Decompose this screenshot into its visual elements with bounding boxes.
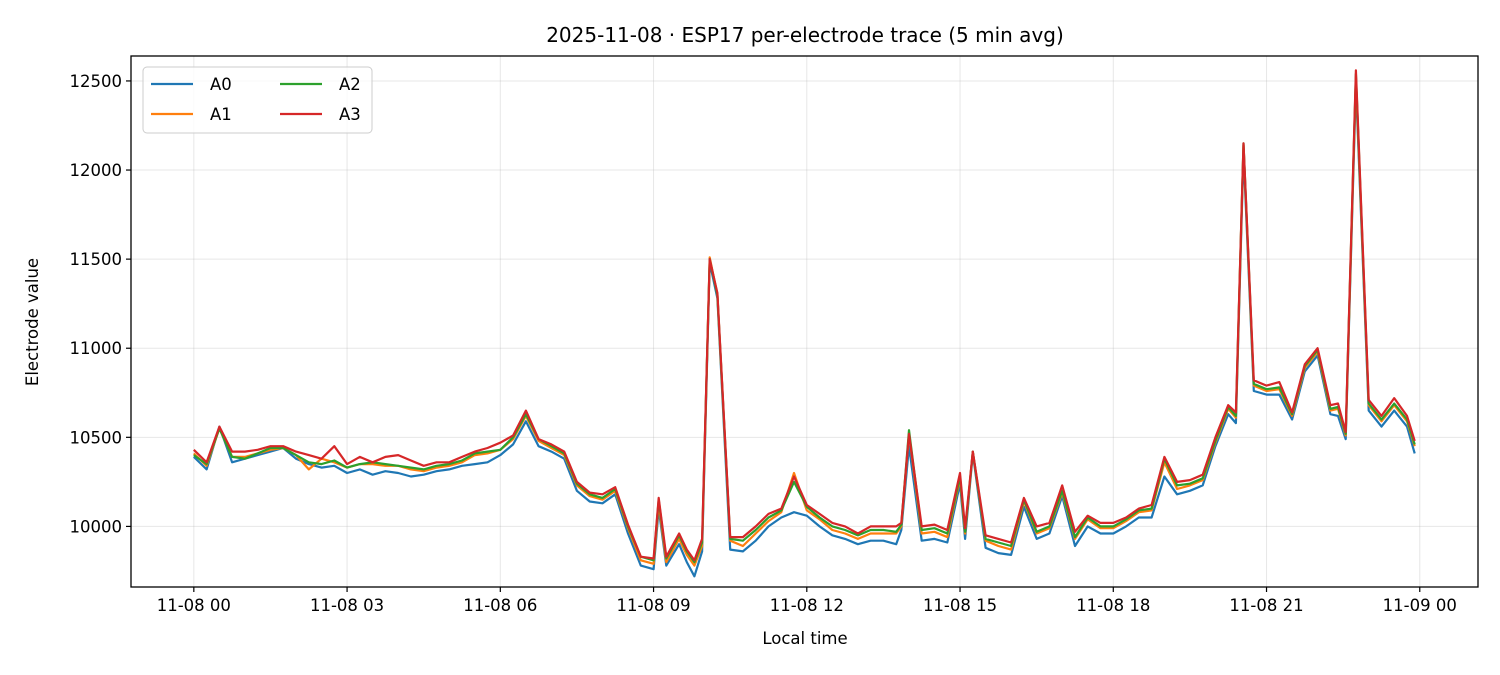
- x-axis-label: Local time: [762, 629, 847, 648]
- y-tick-label: 10500: [70, 428, 123, 447]
- plot-area-frame: [130, 55, 1479, 588]
- chart-title: 2025-11-08 · ESP17 per-electrode trace (…: [546, 23, 1064, 47]
- y-axis-label: Electrode value: [23, 258, 42, 386]
- x-axis-ticks: 11-08 00 11-08 03 11-08 06 11-08 09 11-08 12…: [157, 587, 1457, 615]
- series-line-a0: [193, 83, 1416, 578]
- y-tick-label: 11500: [70, 250, 123, 269]
- grid-lines: [131, 56, 1478, 587]
- y-tick-label: 10000: [70, 517, 123, 536]
- x-tick-label: 11-08 12: [770, 596, 844, 615]
- x-tick-label: 11-08 00: [157, 596, 231, 615]
- x-tick-label: 11-08 03: [310, 596, 384, 615]
- x-tick-label: 11-08 21: [1229, 596, 1303, 615]
- series-line-a3: [193, 69, 1416, 562]
- y-tick-label: 12500: [70, 72, 123, 91]
- x-tick-label: 11-09 00: [1383, 596, 1457, 615]
- x-tick-label: 11-08 06: [463, 596, 537, 615]
- legend-label-a0: A0: [210, 75, 232, 94]
- x-tick-label: 11-08 18: [1076, 596, 1150, 615]
- x-tick-label: 11-08 15: [923, 596, 997, 615]
- legend-label-a1: A1: [210, 105, 232, 124]
- legend-label-a2: A2: [339, 75, 361, 94]
- legend-label-a3: A3: [339, 105, 361, 124]
- legend-box: [142, 66, 373, 134]
- y-axis-ticks: 10000 10500 11000 11500 12000 12500: [70, 72, 131, 536]
- y-tick-label: 12000: [70, 161, 123, 180]
- series-layer: [193, 69, 1416, 578]
- y-tick-label: 11000: [70, 339, 123, 358]
- x-tick-label: 11-08 09: [616, 596, 690, 615]
- legend: A0 A1 A2 A3: [142, 66, 373, 134]
